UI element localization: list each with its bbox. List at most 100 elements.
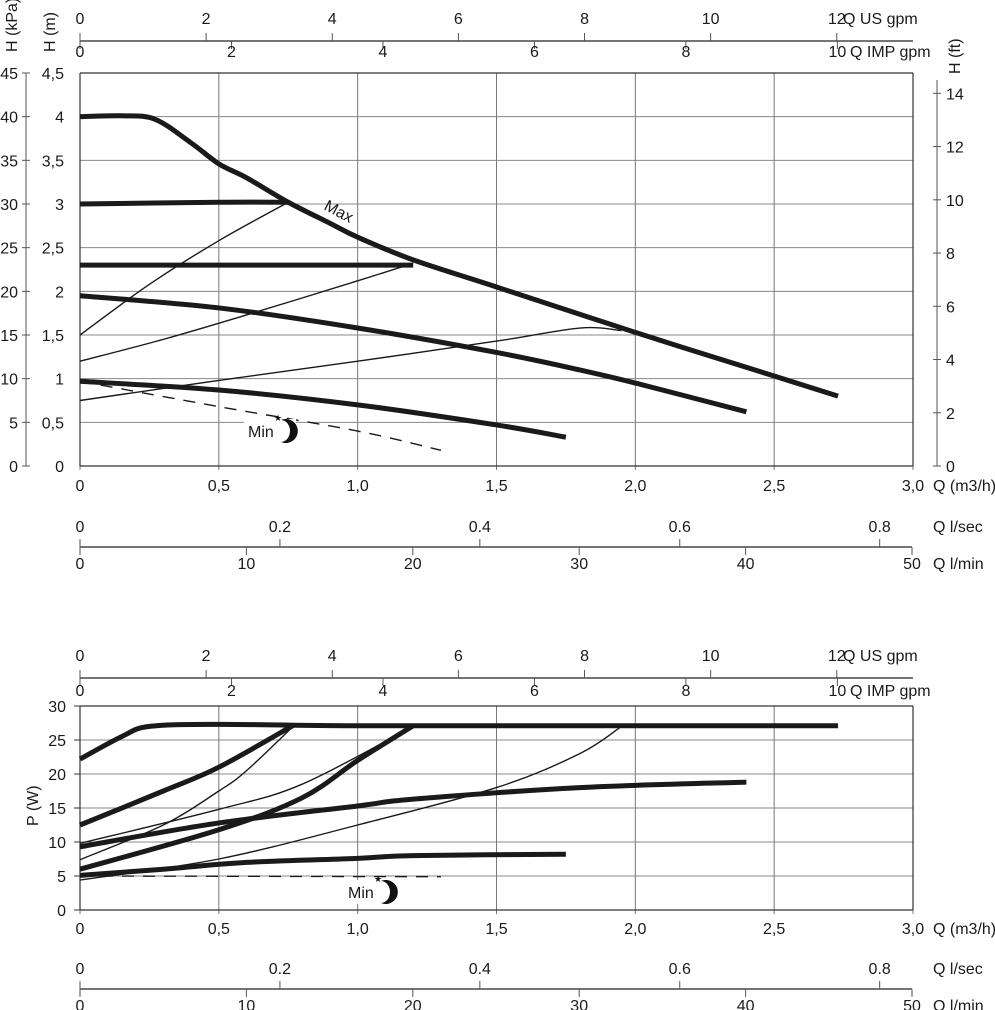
- imp-gpm-tick-label: 6: [530, 44, 539, 61]
- us-gpm-tick-label: 0: [76, 648, 85, 665]
- imp-gpm-tick-label: 0: [76, 44, 85, 61]
- l-sec-tick-label: 0.2: [269, 961, 291, 978]
- l-sec-tick-label: 0: [76, 961, 85, 978]
- x-tick-label: 0: [76, 478, 85, 495]
- series-proportional-3-line: [79, 201, 289, 336]
- imp-gpm-axis-label: Q IMP gpm: [850, 44, 931, 61]
- x-tick-label: 0: [76, 921, 85, 938]
- imp-gpm-tick-label: 2: [227, 44, 236, 61]
- series-max-line: [78, 721, 839, 762]
- y-tick-label-ft: 6: [946, 299, 955, 316]
- imp-gpm-axis-label: Q IMP gpm: [850, 683, 931, 700]
- x-axis-label: Q (m3/h): [933, 478, 995, 495]
- us-gpm-tick-label: 10: [702, 648, 720, 665]
- x-tick-label: 2,5: [763, 921, 785, 938]
- x-tick-label: 1,5: [485, 921, 507, 938]
- series-proportional-low-line: [79, 326, 622, 402]
- us-gpm-tick-label: 2: [202, 11, 211, 28]
- l-sec-tick-label: 0.4: [469, 519, 491, 536]
- y-tick-label: 15: [48, 801, 66, 818]
- y-tick-label: 30: [48, 699, 66, 716]
- x-tick-label: 0,5: [208, 478, 230, 495]
- series-proportional-3-line: [79, 725, 295, 861]
- y-tick-label-kpa: 25: [0, 241, 18, 258]
- imp-gpm-tick-label: 2: [227, 683, 236, 700]
- l-min-tick-label: 20: [404, 556, 422, 573]
- l-min-tick-label: 40: [737, 556, 755, 573]
- x-tick-label: 1,0: [347, 478, 369, 495]
- l-sec-tick-label: 0.4: [469, 961, 491, 978]
- y-tick-label: 5: [57, 869, 66, 886]
- l-sec-tick-label: 0.6: [669, 519, 691, 536]
- y-tick-label-ft: 12: [946, 140, 964, 157]
- x-tick-label: 0,5: [208, 921, 230, 938]
- y-tick-label-ft: 4: [946, 353, 955, 370]
- imp-gpm-tick-label: 10: [828, 683, 846, 700]
- y-tick-label: 20: [48, 767, 66, 784]
- imp-gpm-tick-label: 8: [681, 44, 690, 61]
- series-min-line: [79, 875, 441, 878]
- imp-gpm-tick-label: 4: [378, 44, 387, 61]
- x-tick-label: 2,5: [763, 478, 785, 495]
- l-sec-tick-label: 0.6: [669, 961, 691, 978]
- series-curve-2-line: [79, 779, 747, 850]
- imp-gpm-tick-label: 6: [530, 683, 539, 700]
- l-sec-tick-label: 0: [76, 519, 85, 536]
- y-tick-label-kpa: 15: [0, 328, 18, 345]
- us-gpm-tick-label: 6: [454, 648, 463, 665]
- x-tick-label: 3,0: [902, 921, 924, 938]
- min-annotation: Min: [248, 424, 274, 441]
- x-tick-label: 1,0: [347, 921, 369, 938]
- y-tick-label-m: 0: [55, 459, 64, 476]
- l-sec-axis-label: Q l/sec: [933, 519, 983, 536]
- l-min-tick-label: 50: [903, 556, 921, 573]
- y-tick-label: 10: [48, 835, 66, 852]
- l-min-tick-label: 0: [76, 556, 85, 573]
- y-tick-label-ft: 14: [946, 86, 964, 103]
- us-gpm-tick-label: 4: [328, 11, 337, 28]
- l-min-tick-label: 30: [570, 998, 588, 1010]
- l-min-axis-label: Q l/min: [933, 556, 984, 573]
- series-proportional-low-line: [79, 725, 622, 881]
- y-tick-label: 0: [57, 903, 66, 920]
- l-sec-tick-label: 0.2: [269, 519, 291, 536]
- l-min-tick-label: 50: [903, 998, 921, 1010]
- us-gpm-tick-label: 8: [580, 648, 589, 665]
- y-tick-label-m: 4: [55, 110, 64, 127]
- imp-gpm-tick-label: 10: [828, 44, 846, 61]
- imp-gpm-tick-label: 8: [681, 683, 690, 700]
- y-tick-label-ft: 8: [946, 246, 955, 263]
- us-gpm-tick-label: 6: [454, 11, 463, 28]
- series-constant-3-line: [79, 199, 289, 207]
- y-tick-label-kpa: 45: [0, 66, 18, 83]
- y-tick-label-kpa: 5: [9, 415, 18, 432]
- y-tick-label-m: 2: [55, 284, 64, 301]
- x-tick-label: 2,0: [624, 478, 646, 495]
- y-tick-label-m: 1,5: [42, 328, 64, 345]
- series-constant-3-line: [79, 722, 296, 828]
- y-tick-label-m: 0,5: [42, 415, 64, 432]
- y-axis-label: P (W): [25, 785, 42, 826]
- y-tick-label-kpa: 20: [0, 284, 18, 301]
- y-tick-label-kpa: 30: [0, 197, 18, 214]
- l-min-tick-label: 40: [737, 998, 755, 1010]
- head-flow-chart: 0 0,5 1,0 1,5 2,0 2,5 3,0 Q (m3/h) 0 0,5 1 1,5 2 2,5 3…: [0, 0, 995, 573]
- y-tick-label-m: 2,5: [42, 241, 64, 258]
- y-tick-label: 25: [48, 733, 66, 750]
- l-min-tick-label: 0: [76, 998, 85, 1010]
- l-sec-tick-label: 0.8: [869, 519, 891, 536]
- l-min-tick-label: 10: [238, 998, 256, 1010]
- power-flow-chart: 0 0,5 1,0 1,5 2,0 2,5 3,0 Q (m3/h)051015202530P…: [25, 648, 995, 1010]
- min-annotation: Min: [348, 885, 374, 902]
- us-gpm-tick-label: 0: [76, 11, 85, 28]
- l-min-tick-label: 10: [238, 556, 256, 573]
- us-gpm-tick-label: 10: [702, 11, 720, 28]
- us-gpm-tick-label: 12: [828, 11, 846, 28]
- l-sec-axis-label: Q l/sec: [933, 961, 983, 978]
- x-tick-label: 2,0: [624, 921, 646, 938]
- us-gpm-tick-label: 4: [328, 648, 337, 665]
- us-gpm-tick-label: 8: [580, 11, 589, 28]
- y-tick-label-m: 3,5: [42, 153, 64, 170]
- y-tick-label-kpa: 35: [0, 153, 18, 170]
